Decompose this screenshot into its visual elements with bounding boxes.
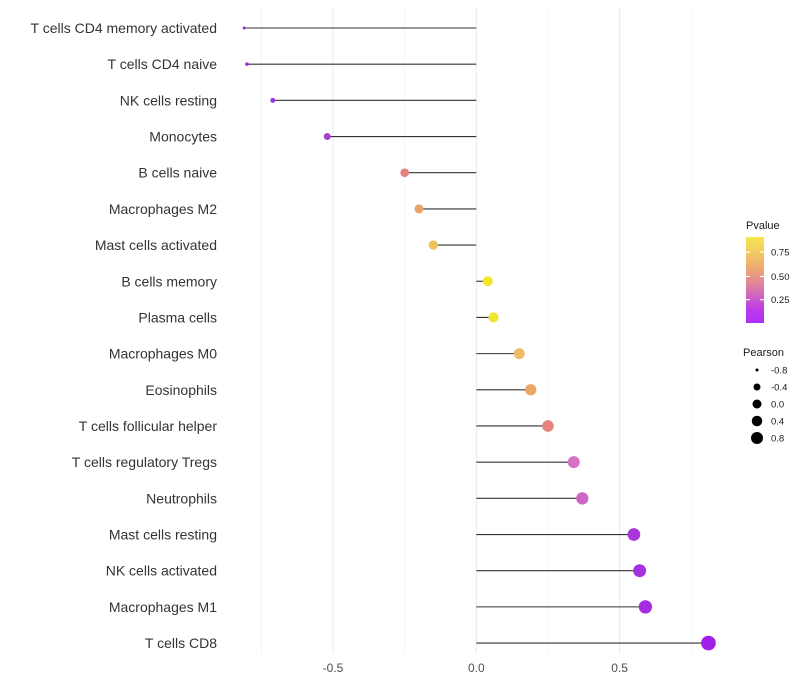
lollipop-dot [627,528,641,541]
category-label: NK cells activated [106,563,217,579]
x-axis-tick-labels: -0.5 0.0 0.5 [323,661,629,675]
lollipop-dot [701,635,716,651]
pearson-legend: Pearson -0.8 -0.4 0.0 0.4 0.8 [743,347,787,445]
category-label: T cells CD4 memory activated [31,20,217,36]
lollipop-row: Macrophages M2 [109,201,477,217]
lollipop-dot [270,97,276,103]
category-label: Eosinophils [145,382,217,398]
lollipop-dot [488,312,499,323]
category-label: Macrophages M2 [109,201,217,217]
category-label: Macrophages M1 [109,599,217,615]
lollipop-row: B cells naive [138,165,477,181]
lollipop-dot [242,26,246,30]
lollipop-row: Plasma cells [138,309,499,325]
lollipop-row: B cells memory [121,273,493,289]
category-label: NK cells resting [120,92,217,108]
category-label: Plasma cells [138,309,217,325]
lollipop-row: Mast cells resting [109,527,641,543]
lollipop-row: Monocytes [149,129,477,145]
category-label: Macrophages M0 [109,346,217,362]
category-label: T cells CD4 naive [108,56,218,72]
category-label: T cells regulatory Tregs [72,454,217,470]
lollipop-dot [513,348,525,360]
lollipop-dot [428,240,438,250]
pvalue-colorbar [746,237,764,323]
lollipop-dot [400,168,409,178]
lollipop-dot [525,384,537,396]
pvalue-legend-title: Pvalue [746,220,780,232]
lollipop-dot [542,420,554,432]
pearson-legend-label: 0.8 [771,434,784,445]
pvalue-tick-label: 0.25 [771,295,790,306]
pvalue-legend: Pvalue 0.75 0.50 0.25 [746,220,790,323]
lollipop-row: Macrophages M0 [109,346,525,362]
pearson-legend-label: -0.8 [771,366,787,377]
pearson-legend-dot [755,368,759,372]
category-label: Mast cells activated [95,237,217,253]
pearson-legend-title: Pearson [743,347,784,359]
lollipop-dot [633,564,647,578]
lollipop-rows: T cells CD4 memory activated T cells CD4 … [31,20,716,651]
lollipop-row: T cells regulatory Tregs [72,454,580,470]
lollipop-dot [482,276,493,287]
pearson-legend-dot [752,399,762,409]
pearson-legend-label: 0.4 [771,417,784,428]
category-label: B cells naive [138,165,217,181]
pearson-legend-dot [753,383,761,391]
pvalue-tick-label: 0.75 [771,248,790,259]
lollipop-dot [414,204,424,214]
lollipop-row: NK cells activated [106,563,647,579]
lollipop-row: T cells follicular helper [79,418,554,434]
category-label: Neutrophils [146,490,217,506]
pearson-legend-items: -0.8 -0.4 0.0 0.4 0.8 [751,366,787,445]
lollipop-dot [638,600,653,614]
lollipop-row: NK cells resting [120,92,477,108]
category-label: B cells memory [121,273,217,289]
lollipop-row: T cells CD4 naive [108,56,477,72]
category-label: T cells follicular helper [79,418,218,434]
lollipop-row: T cells CD8 [145,635,716,651]
gridlines [260,8,692,654]
lollipop-dot [567,456,580,469]
category-label: T cells CD8 [145,635,217,651]
x-tick-label: 0.5 [611,661,628,675]
lollipop-row: Neutrophils [146,490,589,506]
pvalue-colorbar-ticks: 0.75 0.50 0.25 [746,248,790,306]
x-tick-label: 0.0 [468,661,485,675]
pvalue-tick-label: 0.50 [771,272,790,283]
lollipop-row: Eosinophils [145,382,537,398]
lollipop-dot [576,492,589,505]
pearson-legend-label: -0.4 [771,383,787,394]
pearson-legend-label: 0.0 [771,400,784,411]
pearson-legend-dot [751,432,763,444]
lollipop-dot [323,133,331,141]
lollipop-row: Mast cells activated [95,237,477,253]
category-label: Mast cells resting [109,527,217,543]
lollipop-row: Macrophages M1 [109,599,653,615]
lollipop-dot [245,62,249,66]
x-tick-label: -0.5 [323,661,344,675]
lollipop-row: T cells CD4 memory activated [31,20,477,36]
category-label: Monocytes [149,129,217,145]
pearson-legend-dot [751,415,763,427]
